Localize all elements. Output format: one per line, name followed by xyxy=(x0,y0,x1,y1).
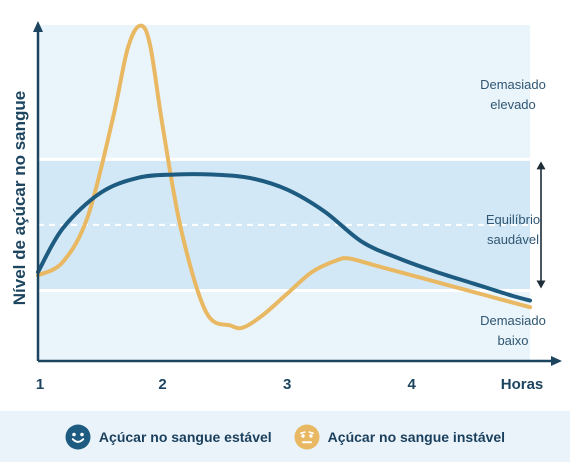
zone-label-2: Demasiado baixo xyxy=(480,313,546,348)
range-arrow-down xyxy=(536,280,546,289)
zone-label-line: Equilíbrio xyxy=(486,212,540,227)
zone-label-line: elevado xyxy=(490,97,536,112)
range-arrow-up xyxy=(536,161,546,170)
y-axis-arrow xyxy=(33,21,43,32)
zone-label-0: Demasiado elevado xyxy=(480,77,546,112)
zone-label-line: baixo xyxy=(497,333,528,348)
x-axis-label: Horas xyxy=(501,376,544,393)
legend-item-stable: Açúcar no sangue estável xyxy=(65,424,272,450)
x-tick-label: 3 xyxy=(283,376,291,393)
zone-label-line: Demasiado xyxy=(480,313,546,328)
legend-item-unstable: Açúcar no sangue instável xyxy=(294,424,505,450)
series-line-stable xyxy=(36,172,532,303)
worried-face-icon xyxy=(294,424,320,449)
legend-label-stable: Açúcar no sangue estável xyxy=(98,428,272,445)
x-tick-label: 4 xyxy=(407,376,416,393)
zone-band-2 xyxy=(38,290,530,361)
zone-band-0 xyxy=(38,25,530,160)
zone-label-line: saudável xyxy=(487,232,539,247)
x-axis-arrow xyxy=(551,356,562,366)
y-axis-label: Nível de açúcar no sangue xyxy=(10,91,29,305)
x-tick-label: 2 xyxy=(158,376,166,393)
x-tick-label: 1 xyxy=(36,376,44,393)
happy-face-icon xyxy=(65,424,91,449)
legend-label-unstable: Açúcar no sangue instável xyxy=(327,428,506,445)
zone-label-line: Demasiado xyxy=(480,77,546,92)
series-line-unstable xyxy=(36,23,532,331)
blood-sugar-chart: Demasiado elevado Equilíbrio saudável Demasi… xyxy=(10,21,562,393)
zone-label-1: Equilíbrio saudável xyxy=(486,212,540,247)
legend: Açúcar no sangue estável Açúcar no sangu… xyxy=(0,411,570,462)
